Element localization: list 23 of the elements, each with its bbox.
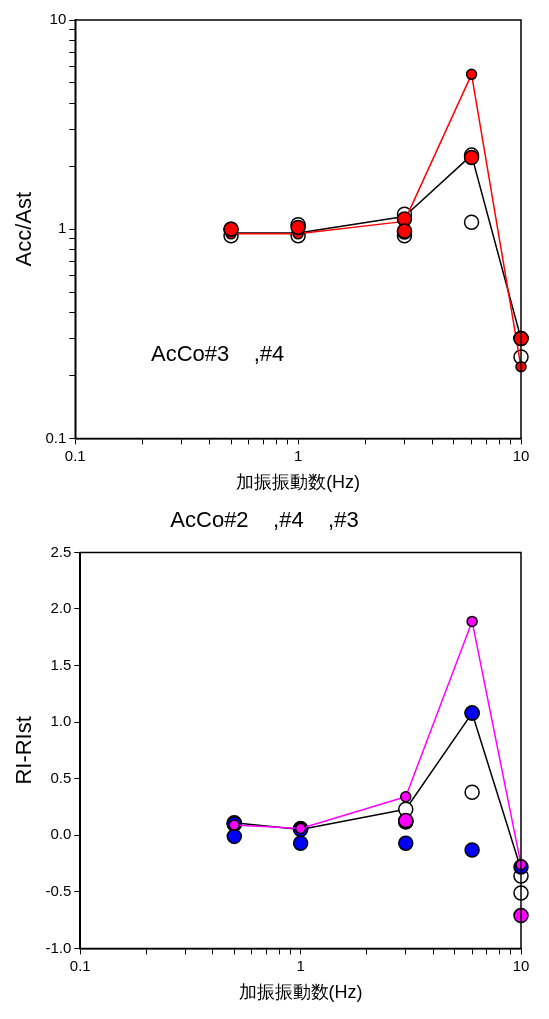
- y-tick-label: 0.1: [45, 428, 67, 446]
- y-axis-title: RI-RIst: [11, 716, 37, 785]
- x-axis-title: 加振振動数(Hz): [238, 982, 363, 1003]
- x-tick-label: 10: [512, 956, 530, 974]
- y-tick-label: 1.5: [50, 655, 72, 673]
- y-tick-label: -0.5: [45, 881, 72, 899]
- x-tick-label: 10: [512, 446, 530, 464]
- annotation: AcCo#3 ,#4: [151, 340, 285, 366]
- y-tick-label: 2.0: [50, 599, 72, 617]
- x-axis-title: 加振振動数(Hz): [236, 472, 361, 493]
- y-tick-label: 0.0: [50, 825, 72, 843]
- chart-title: AcCo#2 ,#4 ,#3: [170, 507, 359, 533]
- y-tick-label: -1.0: [45, 938, 72, 956]
- y-tick-label: 10: [49, 10, 67, 28]
- x-tick-label: 1: [296, 956, 305, 974]
- y-tick-label: 0.5: [50, 768, 72, 786]
- x-tick-label: 1: [293, 446, 303, 464]
- y-tick-label: 1.0: [50, 712, 72, 730]
- x-tick-label: 0.1: [64, 446, 86, 464]
- x-tick-label: 0.1: [69, 956, 91, 974]
- y-tick-label: 2.5: [50, 542, 72, 560]
- y-tick-label: 1: [57, 219, 67, 237]
- y-axis-title: Acc/Ast: [11, 191, 37, 267]
